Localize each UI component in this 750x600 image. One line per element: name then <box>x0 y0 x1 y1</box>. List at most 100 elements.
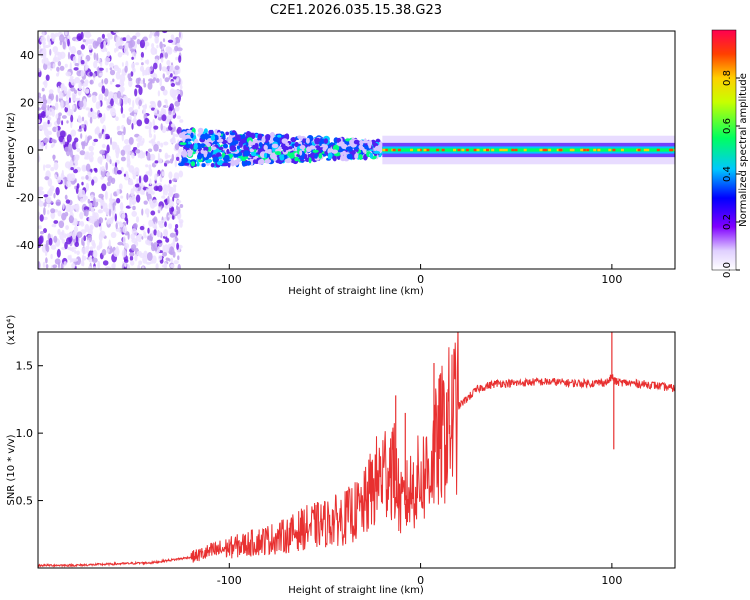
signal-pixel <box>367 140 373 147</box>
noise-pixel <box>156 249 161 253</box>
noise-pixel <box>89 224 94 231</box>
noise-pixel <box>45 111 48 117</box>
noise-pixel <box>120 156 126 162</box>
noise-pixel <box>69 78 75 84</box>
noise-pixel <box>169 158 174 164</box>
noise-pixel <box>75 142 79 149</box>
noise-pixel <box>166 59 171 66</box>
noise-pixel <box>121 82 125 87</box>
noise-pixel <box>121 249 127 258</box>
noise-pixel <box>110 231 117 239</box>
noise-pixel <box>129 255 134 261</box>
noise-pixel <box>167 196 170 204</box>
noise-pixel <box>168 110 172 115</box>
noise-pixel <box>118 40 124 45</box>
signal-pixel <box>369 152 374 159</box>
signal-pixel <box>226 148 230 154</box>
signal-pixel <box>261 137 266 143</box>
noise-pixel <box>124 65 128 73</box>
noise-pixel <box>135 62 140 66</box>
noise-pixel <box>52 264 58 269</box>
noise-pixel <box>54 32 59 38</box>
noise-pixel <box>56 248 61 258</box>
carrier-hot-pixel <box>417 148 421 152</box>
noise-pixel <box>165 257 170 261</box>
noise-pixel <box>151 199 158 207</box>
signal-pixel <box>229 145 237 152</box>
noise-pixel <box>147 227 150 234</box>
noise-pixel <box>176 156 180 161</box>
noise-pixel <box>145 239 150 245</box>
noise-pixel <box>69 76 74 79</box>
carrier-hot-pixel <box>669 148 673 152</box>
carrier-hot-pixel <box>656 148 660 152</box>
noise-pixel <box>110 137 112 146</box>
signal-pixel <box>276 138 281 143</box>
noise-pixel <box>45 74 50 81</box>
noise-pixel <box>133 223 138 229</box>
noise-pixel <box>47 116 52 122</box>
noise-pixel <box>71 141 78 150</box>
signal-pixel <box>358 154 363 160</box>
noise-pixel <box>134 254 138 262</box>
noise-pixel <box>110 98 114 107</box>
signal-pixel <box>354 153 359 160</box>
noise-pixel <box>146 59 150 65</box>
signal-pixel <box>294 156 299 162</box>
noise-pixel <box>109 92 114 97</box>
carrier-hot-pixel <box>483 148 487 152</box>
noise-pixel <box>81 181 84 186</box>
noise-pixel <box>80 44 86 50</box>
carrier-hot-pixel <box>382 148 386 152</box>
noise-pixel <box>64 176 67 186</box>
noise-pixel <box>128 79 133 88</box>
noise-pixel <box>172 178 177 183</box>
y-tick-label: 1.5 <box>16 360 34 373</box>
noise-pixel <box>109 80 113 85</box>
noise-pixel <box>162 252 168 257</box>
signal-pixel <box>307 154 312 158</box>
noise-pixel <box>173 260 179 265</box>
noise-pixel <box>79 211 84 220</box>
noise-pixel <box>75 256 82 266</box>
noise-pixel <box>136 119 143 127</box>
noise-pixel <box>162 31 168 34</box>
signal-pixel <box>225 131 230 136</box>
noise-pixel <box>55 125 58 133</box>
noise-pixel <box>126 192 129 201</box>
noise-pixel <box>149 178 152 186</box>
noise-pixel <box>148 133 153 138</box>
noise-pixel <box>65 233 72 238</box>
noise-pixel <box>122 236 126 245</box>
noise-pixel <box>177 255 180 261</box>
signal-pixel <box>203 128 208 135</box>
noise-pixel <box>166 65 170 70</box>
noise-pixel <box>145 261 152 265</box>
noise-pixel <box>43 216 48 221</box>
noise-pixel <box>122 37 127 42</box>
noise-pixel <box>119 74 126 83</box>
noise-pixel <box>64 31 68 36</box>
carrier-hot-pixel <box>597 148 601 152</box>
noise-pixel <box>98 132 102 139</box>
noise-pixel <box>133 113 137 119</box>
noise-pixel <box>106 248 110 253</box>
noise-pixel <box>164 52 168 59</box>
noise-pixel <box>151 43 155 49</box>
noise-pixel <box>74 97 80 102</box>
signal-pixel <box>305 137 310 144</box>
noise-pixel <box>72 56 77 64</box>
noise-pixel <box>100 205 103 209</box>
noise-pixel <box>94 112 98 116</box>
signal-pixel <box>346 153 353 160</box>
noise-pixel <box>97 198 103 203</box>
noise-pixel <box>58 220 65 229</box>
snr-y-label: SNR (10 * v/v) <box>6 434 17 505</box>
noise-pixel <box>87 171 92 176</box>
noise-pixel <box>172 251 176 258</box>
signal-pixel <box>327 152 333 159</box>
noise-pixel <box>55 94 59 103</box>
noise-pixel <box>177 264 181 269</box>
noise-pixel <box>150 47 157 55</box>
noise-pixel <box>74 137 79 143</box>
